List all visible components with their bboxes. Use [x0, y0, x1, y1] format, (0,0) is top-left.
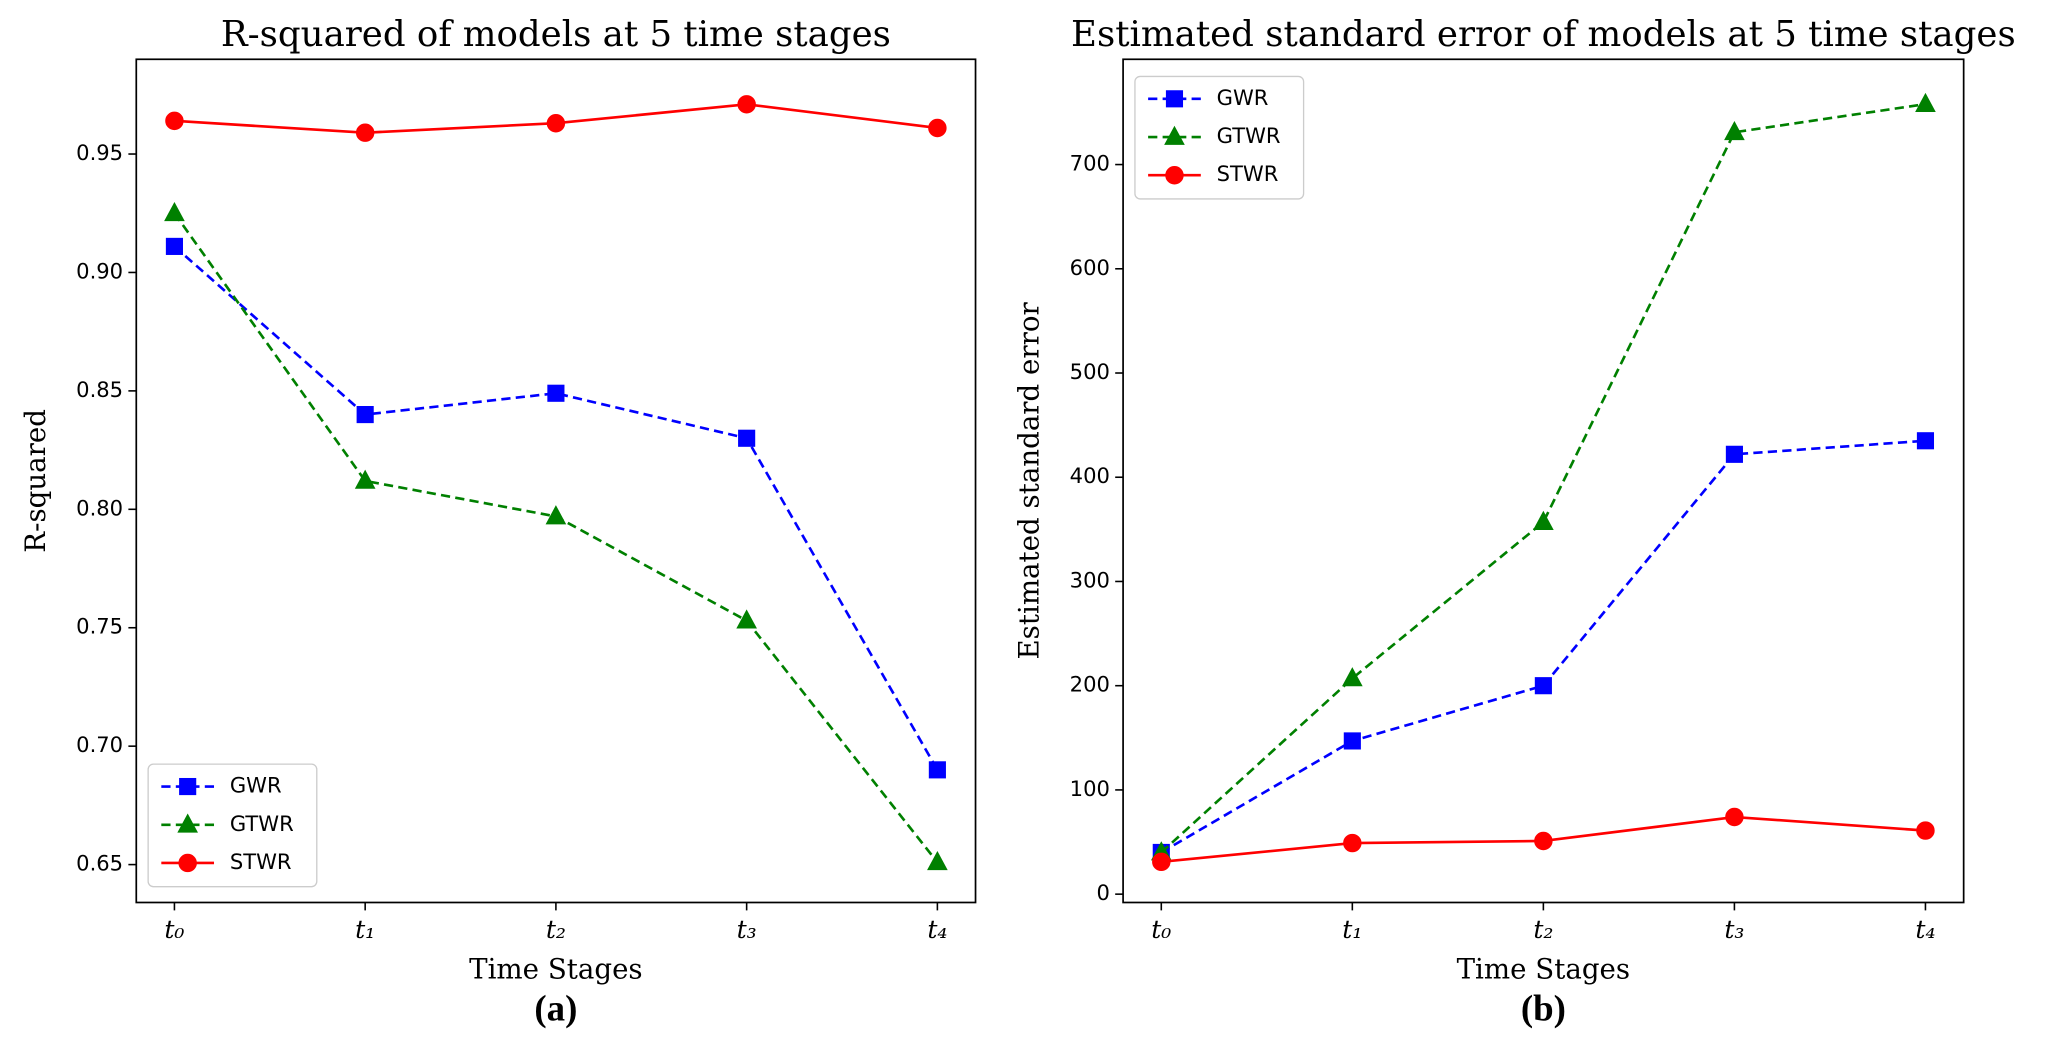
legend-label: GTWR: [1217, 123, 1281, 148]
marker: [928, 118, 947, 138]
caption: (b): [1521, 987, 1566, 1029]
chart-title: R-squared of models at 5 time stages: [221, 14, 891, 55]
marker: [928, 761, 946, 779]
marker: [165, 111, 184, 131]
marker: [546, 114, 566, 133]
marker: [1343, 732, 1361, 750]
x-tick-label: t₄: [927, 915, 947, 944]
y-tick-label: 0.95: [76, 140, 123, 165]
marker: [355, 123, 375, 142]
chart-title: Estimated standard error of models at 5 …: [1071, 14, 2016, 55]
marker: [927, 850, 948, 871]
legend-label: GTWR: [230, 811, 294, 836]
series-line: [173, 245, 939, 771]
x-tick-label: t₁: [1342, 915, 1362, 944]
marker: [545, 505, 567, 525]
chart: Estimated standard error of models at 5 …: [1012, 14, 2015, 1029]
marker: [547, 384, 565, 402]
y-tick-label: 400: [1070, 463, 1110, 488]
x-tick-label: t₂: [546, 915, 566, 944]
x-tick-label: t₂: [1533, 915, 1553, 944]
marker: [1915, 92, 1936, 113]
legend-marker: [1165, 166, 1184, 185]
caption: (a): [534, 987, 577, 1029]
legend-label: STWR: [230, 849, 292, 874]
chart: R-squared of models at 5 time stages Time…: [19, 14, 977, 1029]
legend-marker: [1164, 125, 1185, 145]
y-tick-label: 0.75: [76, 614, 123, 639]
marker: [1725, 807, 1744, 827]
y-tick-label: 0.70: [76, 732, 123, 757]
plot-frame: [1122, 58, 1965, 904]
x-tick-label: t₃: [1724, 915, 1744, 944]
x-tick-label: t₀: [1151, 915, 1171, 944]
plot-frame: [135, 58, 977, 904]
y-tick-label: 100: [1070, 776, 1110, 801]
y-tick-label: 0.90: [76, 258, 123, 283]
legend-marker: [1165, 90, 1184, 108]
marker: [354, 469, 376, 489]
marker: [736, 609, 757, 629]
legend-label: GWR: [1217, 85, 1269, 110]
series-line: [1160, 102, 1926, 854]
marker: [1534, 677, 1552, 695]
y-tick-label: 500: [1070, 359, 1110, 384]
x-tick-label: t₃: [737, 915, 757, 944]
legend-marker: [178, 853, 197, 873]
marker: [356, 406, 374, 424]
y-axis-label: R-squared: [19, 409, 52, 553]
x-axis-label: Time Stages: [469, 952, 643, 985]
legend-label: STWR: [1217, 161, 1279, 186]
marker: [737, 95, 756, 114]
legend-marker: [179, 777, 197, 796]
y-tick-label: 0.65: [76, 851, 123, 876]
marker: [1916, 432, 1935, 450]
y-axis-label: Estimated standard error: [1012, 302, 1045, 660]
legend-marker: [177, 813, 198, 833]
y-tick-label: 700: [1070, 151, 1110, 176]
series-line: [1160, 439, 1926, 854]
marker: [1152, 852, 1171, 872]
marker: [738, 429, 756, 447]
marker: [1342, 667, 1363, 687]
y-tick-label: 0: [1096, 880, 1109, 905]
y-tick-label: 600: [1070, 255, 1110, 280]
marker: [164, 201, 185, 222]
x-tick-label: t₄: [1915, 915, 1935, 944]
marker: [1533, 510, 1554, 530]
marker: [1916, 821, 1935, 840]
y-tick-label: 0.85: [76, 377, 123, 402]
x-tick-label: t₀: [164, 915, 184, 944]
legend-label: GWR: [230, 773, 282, 798]
marker: [1343, 833, 1362, 853]
marker: [165, 237, 183, 255]
y-tick-label: 0.80: [76, 495, 123, 520]
y-tick-label: 300: [1070, 567, 1110, 592]
marker: [1534, 831, 1553, 851]
marker: [1725, 445, 1743, 463]
x-axis-label: Time Stages: [1457, 952, 1631, 985]
y-tick-label: 200: [1070, 672, 1110, 697]
marker: [1724, 120, 1745, 141]
x-tick-label: t₁: [355, 915, 375, 944]
